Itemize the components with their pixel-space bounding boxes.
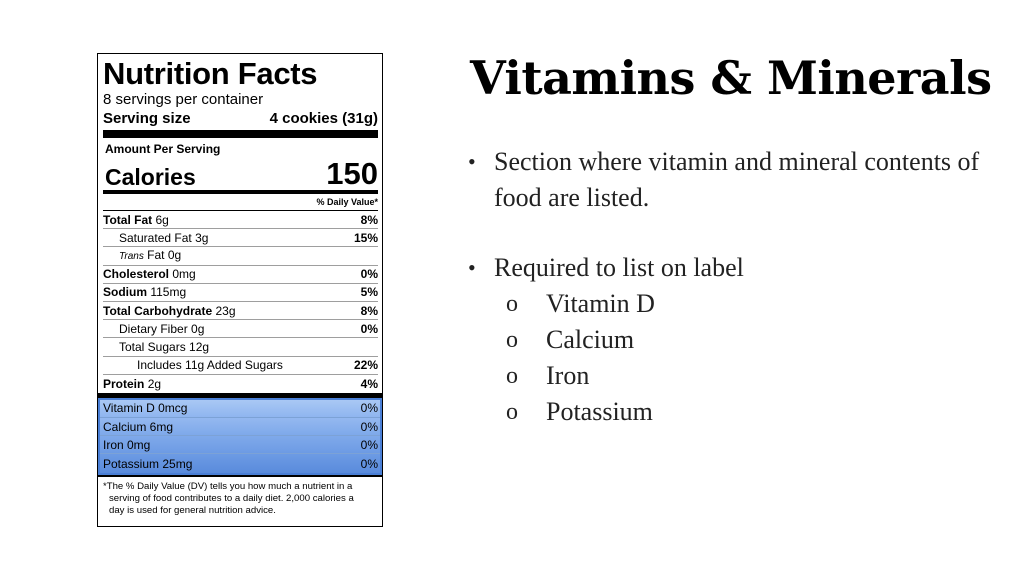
sub-item-potassium: o Potassium	[468, 394, 1008, 430]
vitamin-percent: 0%	[360, 437, 378, 452]
serving-size-row: Serving size 4 cookies (31g)	[103, 110, 378, 128]
bullet-item: • Section where vitamin and mineral cont…	[468, 144, 1008, 216]
nutrient-row-cholesterol: Cholesterol 0mg 0%	[103, 266, 378, 284]
calories-value: 150	[326, 156, 378, 191]
bottom-divider	[98, 472, 382, 477]
vitamin-percent: 0%	[360, 419, 378, 434]
daily-value-footnote: *The % Daily Value (DV) tells you how mu…	[103, 481, 378, 517]
nutrient-name: Dietary Fiber 0g	[119, 321, 205, 336]
bullet-symbol: •	[468, 149, 476, 174]
footnote-line: day is used for general nutrition advice…	[109, 504, 276, 516]
nutrient-row-added-sugars: Includes 11g Added Sugars 22%	[103, 357, 378, 375]
vitamin-name: Iron 0mg	[103, 437, 151, 452]
vitamins-minerals-section: Vitamin D 0mcg 0% Calcium 6mg 0% Iron 0m…	[98, 392, 382, 475]
footnote-line: serving of food contributes to a daily d…	[109, 492, 354, 504]
nutrient-row-total-sugars: Total Sugars 12g	[103, 338, 378, 357]
nutrient-amount: 2g	[147, 376, 162, 391]
sub-bullet-symbol: o	[506, 399, 518, 425]
bullet-item: • Required to list on label	[468, 250, 1008, 286]
daily-value-header: % Daily Value*	[103, 194, 378, 211]
nutrient-row-sodium: Sodium 115mg 5%	[103, 284, 378, 302]
nutrient-name: Total Fat	[103, 212, 153, 227]
nutrient-name: Protein	[103, 376, 145, 391]
vitamin-percent: 0%	[360, 456, 378, 471]
nutrient-name: Sodium	[103, 285, 147, 300]
nutrient-row-total-carbohydrate: Total Carbohydrate 23g 8%	[103, 302, 378, 321]
vitamin-row-iron: Iron 0mg 0%	[98, 436, 382, 455]
sub-item-vitamin-d: o Vitamin D	[468, 286, 1008, 322]
nutrient-amount: 23g	[215, 303, 236, 318]
sub-bullet-symbol: o	[506, 363, 518, 389]
sub-item-text: Potassium	[546, 397, 653, 426]
nutrient-amount: 0mg	[172, 267, 196, 282]
sub-item-text: Calcium	[546, 325, 635, 354]
sub-bullet-symbol: o	[506, 327, 518, 353]
serving-size-label: Serving size	[103, 110, 191, 127]
bullet-text: Required to list on label	[494, 253, 744, 282]
nutrient-percent: 4%	[360, 376, 378, 391]
servings-per-container: 8 servings per container	[103, 91, 264, 108]
bullet-text: Section where vitamin and mineral conten…	[494, 147, 980, 212]
nutrient-percent: 22%	[353, 358, 378, 373]
nutrient-percent: 8%	[360, 303, 378, 318]
nutrient-row-protein: Protein 2g 4%	[103, 375, 378, 393]
nutrient-amount: 3g	[195, 230, 209, 245]
nutrient-amount: 115mg	[150, 285, 187, 300]
medium-divider	[103, 190, 378, 194]
nutrient-name: Total Carbohydrate	[103, 303, 213, 318]
nutrient-name: Includes 11g Added Sugars	[137, 358, 283, 373]
nutrient-row-saturated-fat: Saturated Fat 3g 15%	[103, 229, 378, 248]
vitamin-row-vitamin-d: Vitamin D 0mcg 0%	[98, 399, 382, 419]
bullet-list: • Section where vitamin and mineral cont…	[468, 144, 1008, 430]
amount-per-serving: Amount Per Serving	[105, 142, 221, 156]
vitamin-row-calcium: Calcium 6mg 0%	[98, 418, 382, 437]
nutrient-percent: 5%	[360, 285, 378, 300]
slide-title: Vitamins & Minerals	[470, 51, 992, 105]
sub-bullet-symbol: o	[506, 291, 518, 317]
nutrient-amount: 6g	[155, 212, 169, 227]
nutrient-row-trans-fat: Trans Fat 0g	[103, 247, 378, 266]
vitamin-name: Vitamin D 0mcg	[103, 401, 188, 416]
vitamin-row-potassium: Potassium 25mg 0%	[98, 454, 382, 473]
thick-divider	[103, 130, 378, 138]
sub-item-calcium: o Calcium	[468, 322, 1008, 358]
sub-item-text: Vitamin D	[546, 289, 655, 318]
nutrient-percent: 8%	[360, 212, 378, 227]
footnote-line: *The % Daily Value (DV) tells you how mu…	[103, 480, 353, 492]
sub-item-iron: o Iron	[468, 358, 1008, 394]
sub-item-text: Iron	[546, 361, 590, 390]
vitamin-name: Calcium 6mg	[103, 419, 174, 434]
vitamin-percent: 0%	[360, 401, 378, 416]
nutrient-name: Trans	[119, 250, 144, 262]
nutrition-facts-label: Nutrition Facts 8 servings per container…	[97, 53, 383, 527]
nutrient-name: Saturated Fat	[119, 230, 192, 245]
nutrient-percent: 0%	[360, 321, 378, 336]
nutrient-percent: 0%	[360, 267, 378, 282]
nutrient-row-dietary-fiber: Dietary Fiber 0g 0%	[103, 320, 378, 339]
bullet-symbol: •	[468, 255, 476, 280]
nutrient-percent: 15%	[353, 230, 378, 245]
nutrient-name: Total Sugars 12g	[119, 339, 210, 354]
vitamin-name: Potassium 25mg	[103, 456, 193, 471]
serving-size-value: 4 cookies (31g)	[269, 110, 378, 127]
calories-row: Calories 150	[103, 156, 378, 191]
nutrient-row-total-fat: Total Fat 6g 8%	[103, 211, 378, 230]
nutrient-amount: Fat 0g	[147, 247, 182, 262]
nutrient-name: Cholesterol	[103, 267, 170, 282]
label-title: Nutrition Facts	[103, 56, 318, 91]
calories-label: Calories	[105, 164, 196, 190]
